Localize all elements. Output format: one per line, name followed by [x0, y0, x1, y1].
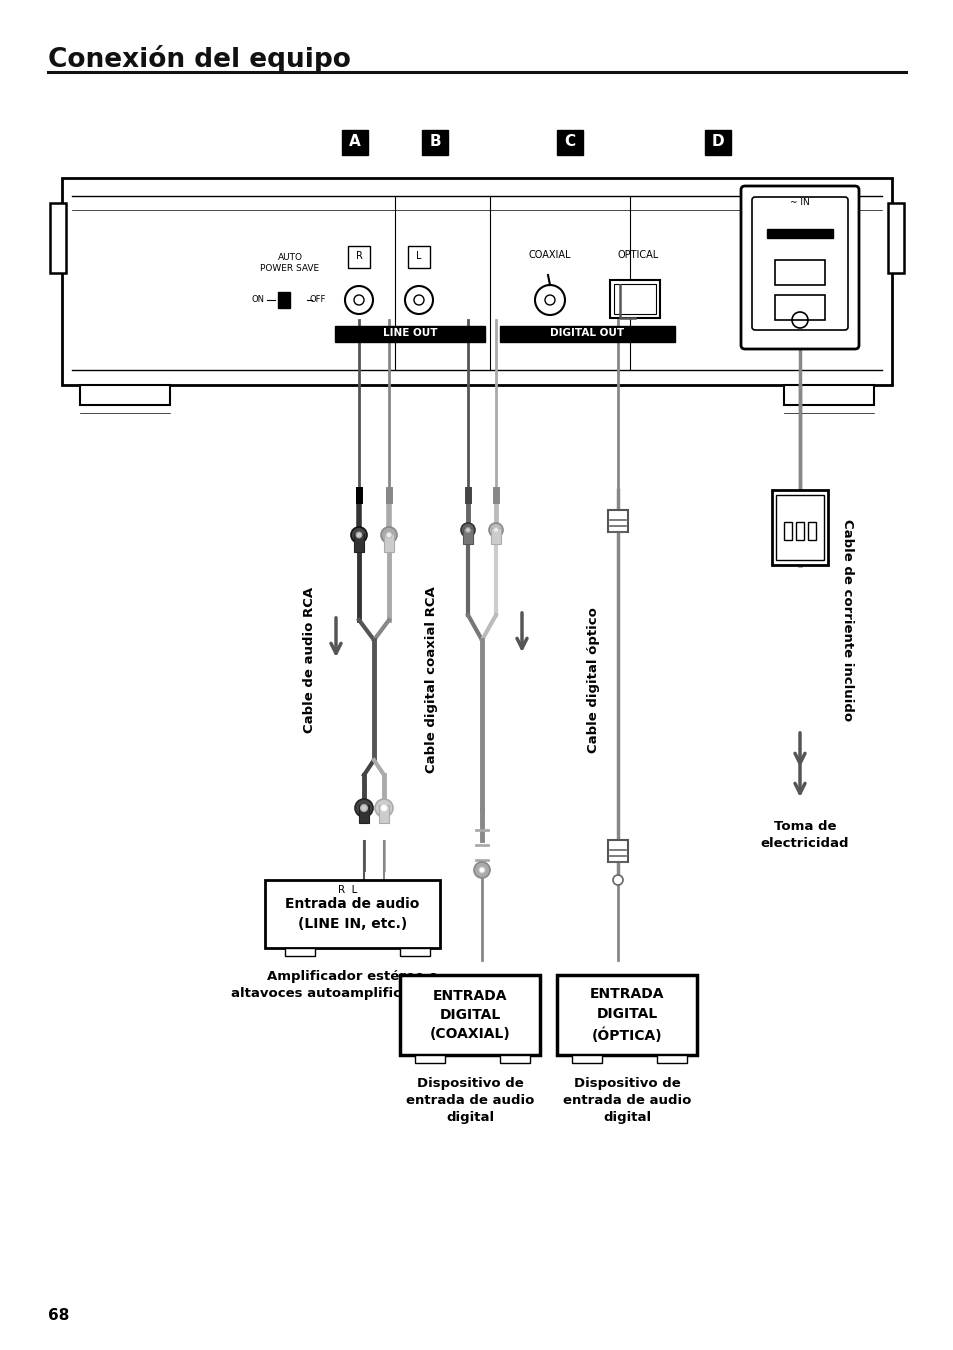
Bar	[50, 202, 66, 273]
Circle shape	[355, 532, 361, 539]
Text: ON: ON	[252, 296, 265, 305]
Circle shape	[493, 528, 498, 532]
Bar	[887, 202, 903, 273]
Circle shape	[375, 799, 393, 817]
Text: OPTICAL: OPTICAL	[617, 250, 658, 261]
Bar	[415, 1054, 444, 1062]
Bar	[499, 325, 675, 342]
Bar	[491, 528, 500, 544]
Text: 68: 68	[48, 1308, 70, 1323]
Circle shape	[478, 867, 484, 873]
Text: DIGITAL OUT: DIGITAL OUT	[549, 328, 623, 338]
Text: C: C	[564, 135, 575, 150]
Bar	[358, 805, 369, 823]
Circle shape	[360, 805, 367, 811]
Text: L: L	[416, 251, 421, 261]
Bar	[783, 522, 791, 540]
Circle shape	[351, 526, 367, 543]
Bar	[462, 528, 473, 544]
Bar	[609, 279, 659, 319]
Text: Toma de
electricidad: Toma de electricidad	[760, 819, 848, 850]
Text: ~ IN: ~ IN	[789, 198, 809, 207]
Circle shape	[489, 522, 502, 537]
Circle shape	[613, 875, 622, 886]
Bar	[607, 510, 627, 532]
Text: R: R	[355, 251, 362, 261]
Text: ENTRADA
DIGITAL
(ÓPTICA): ENTRADA DIGITAL (ÓPTICA)	[589, 987, 663, 1042]
Bar	[80, 385, 170, 405]
Circle shape	[465, 528, 470, 532]
Bar	[499, 1054, 530, 1062]
Bar	[774, 296, 824, 320]
Bar	[557, 130, 582, 155]
Bar	[614, 284, 656, 315]
Text: Cable de corriente incluido: Cable de corriente incluido	[841, 518, 854, 721]
Circle shape	[460, 522, 475, 537]
Text: Dispositivo de
entrada de audio
digital: Dispositivo de entrada de audio digital	[562, 1077, 691, 1125]
Text: B: B	[429, 135, 440, 150]
Bar	[774, 261, 824, 285]
Bar	[399, 948, 430, 956]
Circle shape	[355, 799, 373, 817]
Text: Conexión del equipo: Conexión del equipo	[48, 45, 351, 73]
Bar	[557, 975, 697, 1054]
Bar	[783, 385, 873, 405]
Text: COAXIAL: COAXIAL	[528, 250, 571, 261]
Bar	[607, 840, 627, 863]
Circle shape	[474, 863, 490, 878]
Bar	[335, 325, 484, 342]
Bar	[341, 130, 368, 155]
Text: AUTO
POWER SAVE: AUTO POWER SAVE	[260, 252, 319, 273]
Bar	[62, 178, 891, 385]
Bar	[795, 522, 803, 540]
Circle shape	[386, 532, 392, 539]
FancyBboxPatch shape	[751, 197, 847, 329]
Bar	[766, 230, 832, 238]
Bar	[354, 535, 364, 552]
Bar	[775, 495, 823, 560]
Circle shape	[380, 526, 396, 543]
Text: R  L: R L	[337, 886, 356, 895]
Bar	[771, 490, 827, 566]
Bar	[265, 880, 439, 948]
Text: Amplificador estéreo o
altavoces autoamplificados, etc.: Amplificador estéreo o altavoces autoamp…	[231, 971, 474, 1000]
Bar	[657, 1054, 686, 1062]
Bar	[348, 246, 370, 269]
Text: LINE OUT: LINE OUT	[382, 328, 436, 338]
Text: Entrada de audio
(LINE IN, etc.): Entrada de audio (LINE IN, etc.)	[285, 898, 419, 930]
Text: Cable digital coaxial RCA: Cable digital coaxial RCA	[425, 587, 438, 774]
Text: Dispositivo de
entrada de audio
digital: Dispositivo de entrada de audio digital	[405, 1077, 534, 1125]
Text: ENTRADA
DIGITAL
(COAXIAL): ENTRADA DIGITAL (COAXIAL)	[429, 988, 510, 1041]
Text: OFF: OFF	[310, 296, 326, 305]
Text: A: A	[349, 135, 360, 150]
Text: D: D	[711, 135, 723, 150]
Bar	[285, 948, 314, 956]
Circle shape	[380, 805, 387, 811]
Bar	[277, 292, 290, 308]
Bar	[399, 975, 539, 1054]
Bar	[704, 130, 730, 155]
Text: Cable de audio RCA: Cable de audio RCA	[303, 587, 316, 733]
Text: Cable digital óptico: Cable digital óptico	[587, 608, 599, 753]
Bar	[421, 130, 448, 155]
FancyBboxPatch shape	[740, 186, 858, 350]
Bar	[378, 805, 389, 823]
Bar	[572, 1054, 601, 1062]
Bar	[384, 535, 394, 552]
Bar	[408, 246, 430, 269]
Bar	[807, 522, 815, 540]
